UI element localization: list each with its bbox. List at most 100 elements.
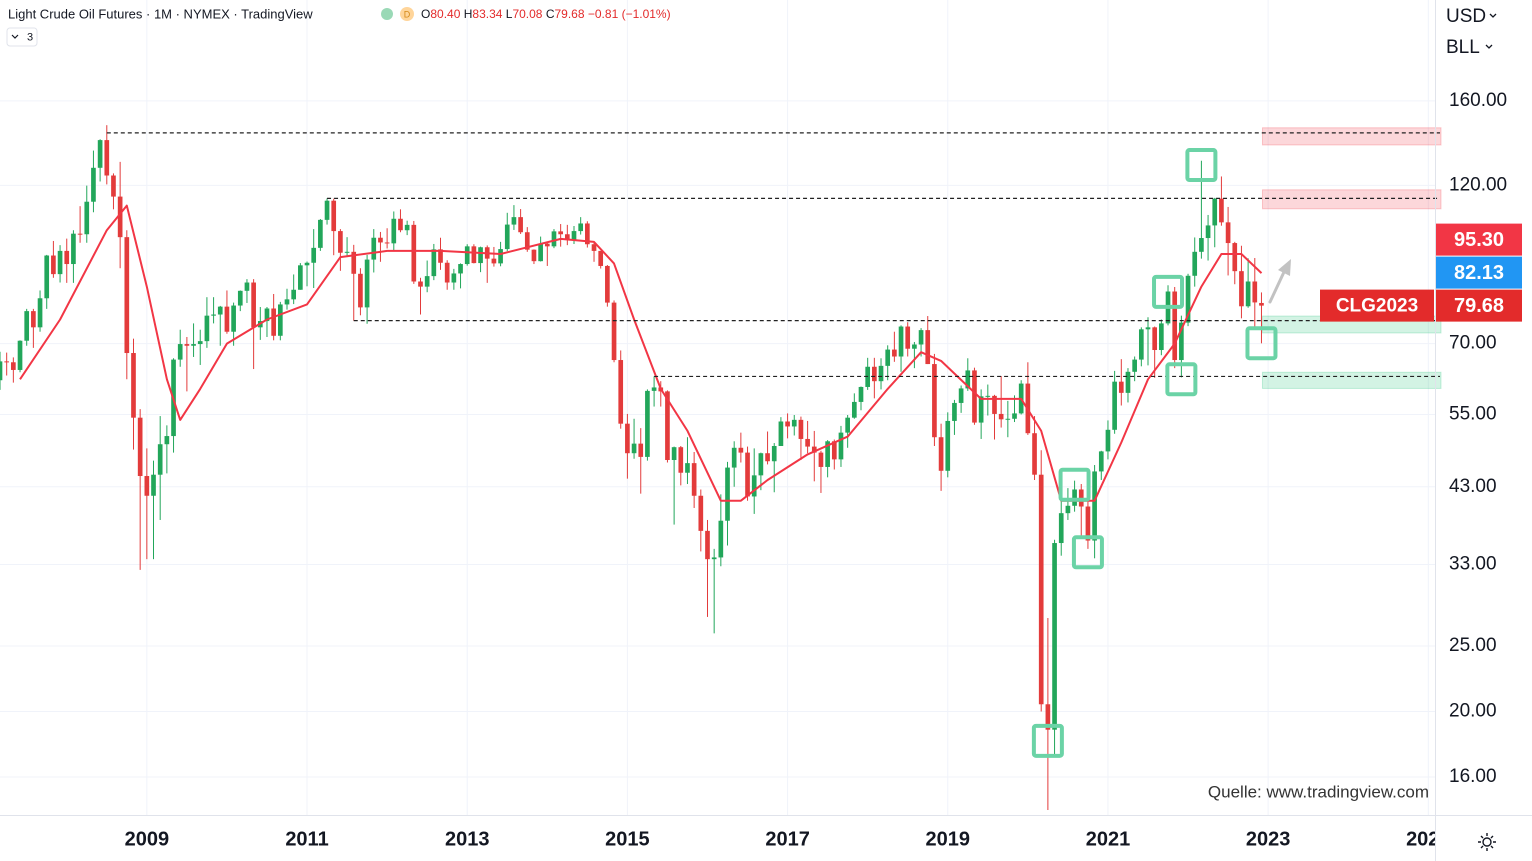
candle-body bbox=[518, 217, 523, 233]
candle-body bbox=[1032, 433, 1037, 475]
candle-body bbox=[91, 167, 96, 202]
candle-body bbox=[191, 344, 196, 346]
candle-body bbox=[1152, 327, 1158, 351]
candle-body bbox=[972, 370, 977, 423]
candle-body bbox=[1038, 474, 1044, 705]
candle-body bbox=[1125, 371, 1131, 393]
candle-body bbox=[691, 463, 697, 496]
candle-body bbox=[344, 251, 350, 253]
status-dot bbox=[381, 8, 393, 20]
candle-body bbox=[571, 231, 577, 240]
x-tick-label: 2023 bbox=[1246, 828, 1291, 850]
candle-body bbox=[117, 196, 123, 238]
candle-body bbox=[51, 255, 56, 275]
highlight-box bbox=[1152, 274, 1185, 309]
candle-body bbox=[97, 140, 103, 168]
candle-body bbox=[638, 443, 644, 457]
candle-body bbox=[1012, 413, 1017, 419]
unit[interactable]: BLL bbox=[1446, 37, 1480, 58]
candle-body bbox=[544, 243, 550, 247]
candle-body bbox=[224, 306, 230, 332]
candle-body bbox=[758, 453, 764, 476]
candle-body bbox=[358, 273, 363, 308]
highlight-box bbox=[1245, 326, 1278, 361]
x-tick-label: 2009 bbox=[125, 828, 170, 850]
candle-body bbox=[892, 349, 897, 357]
candle-body bbox=[338, 231, 343, 253]
candle-body bbox=[945, 420, 951, 471]
candle-body bbox=[831, 441, 837, 460]
candle-body bbox=[905, 326, 911, 349]
candle-body bbox=[985, 395, 991, 397]
candle-body bbox=[705, 530, 710, 560]
y-tick-label: 120.00 bbox=[1449, 174, 1507, 195]
candle-body bbox=[498, 249, 503, 264]
candle-body bbox=[84, 201, 90, 235]
currency-selector[interactable]: USD bbox=[1446, 6, 1497, 27]
y-tick-label: 16.00 bbox=[1449, 766, 1497, 787]
candle-body bbox=[1192, 251, 1198, 276]
candle-body bbox=[351, 251, 357, 274]
candle-body bbox=[318, 219, 323, 248]
candle-body bbox=[578, 223, 584, 232]
candle-body bbox=[11, 362, 16, 370]
candle-body bbox=[64, 250, 70, 265]
chevron-icon bbox=[1489, 13, 1497, 18]
change: −0.81 (−1.01%) bbox=[588, 7, 671, 21]
studies-toggle[interactable]: 3 bbox=[6, 27, 38, 47]
ohlc-key: C bbox=[546, 7, 555, 21]
unit-selector[interactable]: BLL bbox=[1446, 37, 1493, 58]
candle-body bbox=[504, 224, 510, 250]
candle-body bbox=[1065, 505, 1071, 514]
candle-body bbox=[491, 258, 497, 264]
studies-button[interactable] bbox=[6, 27, 38, 47]
candle-body bbox=[511, 217, 517, 225]
candle-body bbox=[1098, 451, 1104, 472]
candle-body bbox=[298, 265, 303, 290]
chevron-icon bbox=[11, 34, 19, 39]
candle-body bbox=[131, 353, 136, 418]
candle-body bbox=[1199, 238, 1204, 252]
y-tick-label: 25.00 bbox=[1449, 635, 1497, 656]
candle-body bbox=[364, 259, 370, 308]
y-tick-label: 70.00 bbox=[1449, 333, 1497, 354]
x-tick-label: 2021 bbox=[1086, 828, 1131, 850]
badge-dot bbox=[400, 7, 414, 21]
arrow-annotation bbox=[1268, 259, 1291, 304]
candle-body bbox=[1058, 513, 1064, 544]
candle-body bbox=[605, 265, 610, 303]
candle-body bbox=[1052, 543, 1057, 730]
candle-body bbox=[37, 298, 43, 328]
x-tick-label: 2015 bbox=[605, 828, 650, 850]
candle-body bbox=[711, 557, 717, 560]
candle-body bbox=[751, 475, 757, 497]
candle-body bbox=[197, 341, 203, 345]
candle-body bbox=[778, 421, 784, 446]
candle-body bbox=[111, 175, 116, 197]
candle-body bbox=[57, 250, 63, 275]
currency[interactable]: USD bbox=[1446, 6, 1486, 27]
arrow-head bbox=[1278, 259, 1291, 276]
candle-body bbox=[718, 520, 724, 558]
candle-body bbox=[591, 244, 597, 251]
candle-body bbox=[211, 314, 216, 316]
chart-title: Light Crude Oil Futures · 1M · NYMEX · T… bbox=[8, 6, 313, 21]
zone bbox=[1261, 189, 1442, 210]
candle-body bbox=[598, 250, 604, 266]
candle-body bbox=[378, 237, 383, 243]
candle-body bbox=[878, 365, 884, 382]
candle-body bbox=[538, 243, 543, 262]
ohlc-value: 79.68 bbox=[555, 7, 585, 21]
candle-body bbox=[418, 281, 423, 287]
candle-body bbox=[805, 438, 810, 447]
x-tick-label: 2011 bbox=[285, 828, 328, 850]
candle-body bbox=[424, 276, 430, 287]
candle-body bbox=[651, 387, 657, 391]
candle-body bbox=[978, 396, 984, 423]
candle-body bbox=[611, 302, 617, 361]
gear-icon[interactable] bbox=[1482, 837, 1492, 847]
price-label: 95.30 bbox=[1454, 229, 1504, 251]
settings-button[interactable] bbox=[1478, 833, 1496, 851]
candle-body bbox=[137, 417, 143, 477]
candle-body bbox=[391, 218, 397, 244]
